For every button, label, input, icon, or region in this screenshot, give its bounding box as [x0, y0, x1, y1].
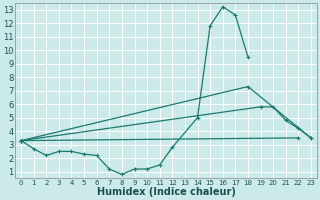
X-axis label: Humidex (Indice chaleur): Humidex (Indice chaleur) — [97, 187, 236, 197]
